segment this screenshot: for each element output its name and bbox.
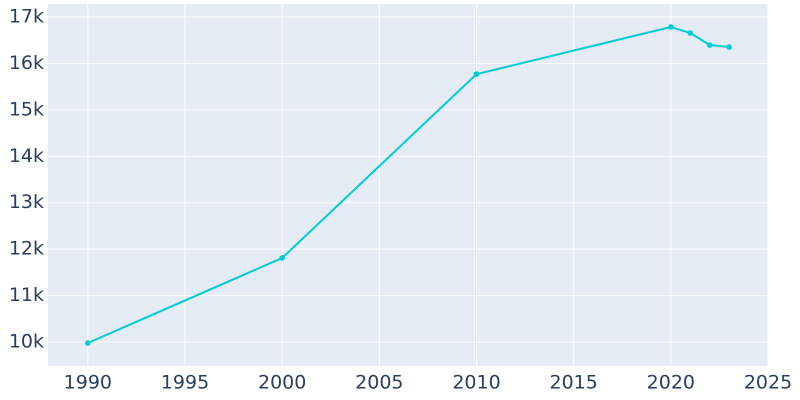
x-tick-label: 2020 [647,372,695,394]
x-tick-label: 2010 [452,372,500,394]
x-tick-label: 2000 [258,372,306,394]
y-tick-label: 17k [9,5,44,27]
y-tick-label: 14k [9,145,44,167]
y-tick-label: 15k [9,98,44,120]
marker [726,44,732,50]
y-tick-label: 13k [9,191,44,213]
x-tick-label: 1995 [161,372,209,394]
marker [668,24,674,30]
marker [473,71,480,77]
y-tick-label: 11k [9,284,44,306]
x-tick-label: 2005 [355,372,403,394]
marker [279,255,285,261]
x-tick-label: 1990 [64,372,112,394]
y-tick-label: 12k [9,238,44,260]
x-tick-label: 2025 [744,372,792,394]
marker [687,30,694,36]
marker [85,340,91,346]
plot-area [48,4,768,366]
x-tick-label: 2015 [549,372,597,394]
y-tick-label: 16k [9,52,44,74]
y-tick-label: 10k [9,330,44,352]
marker [706,42,713,48]
